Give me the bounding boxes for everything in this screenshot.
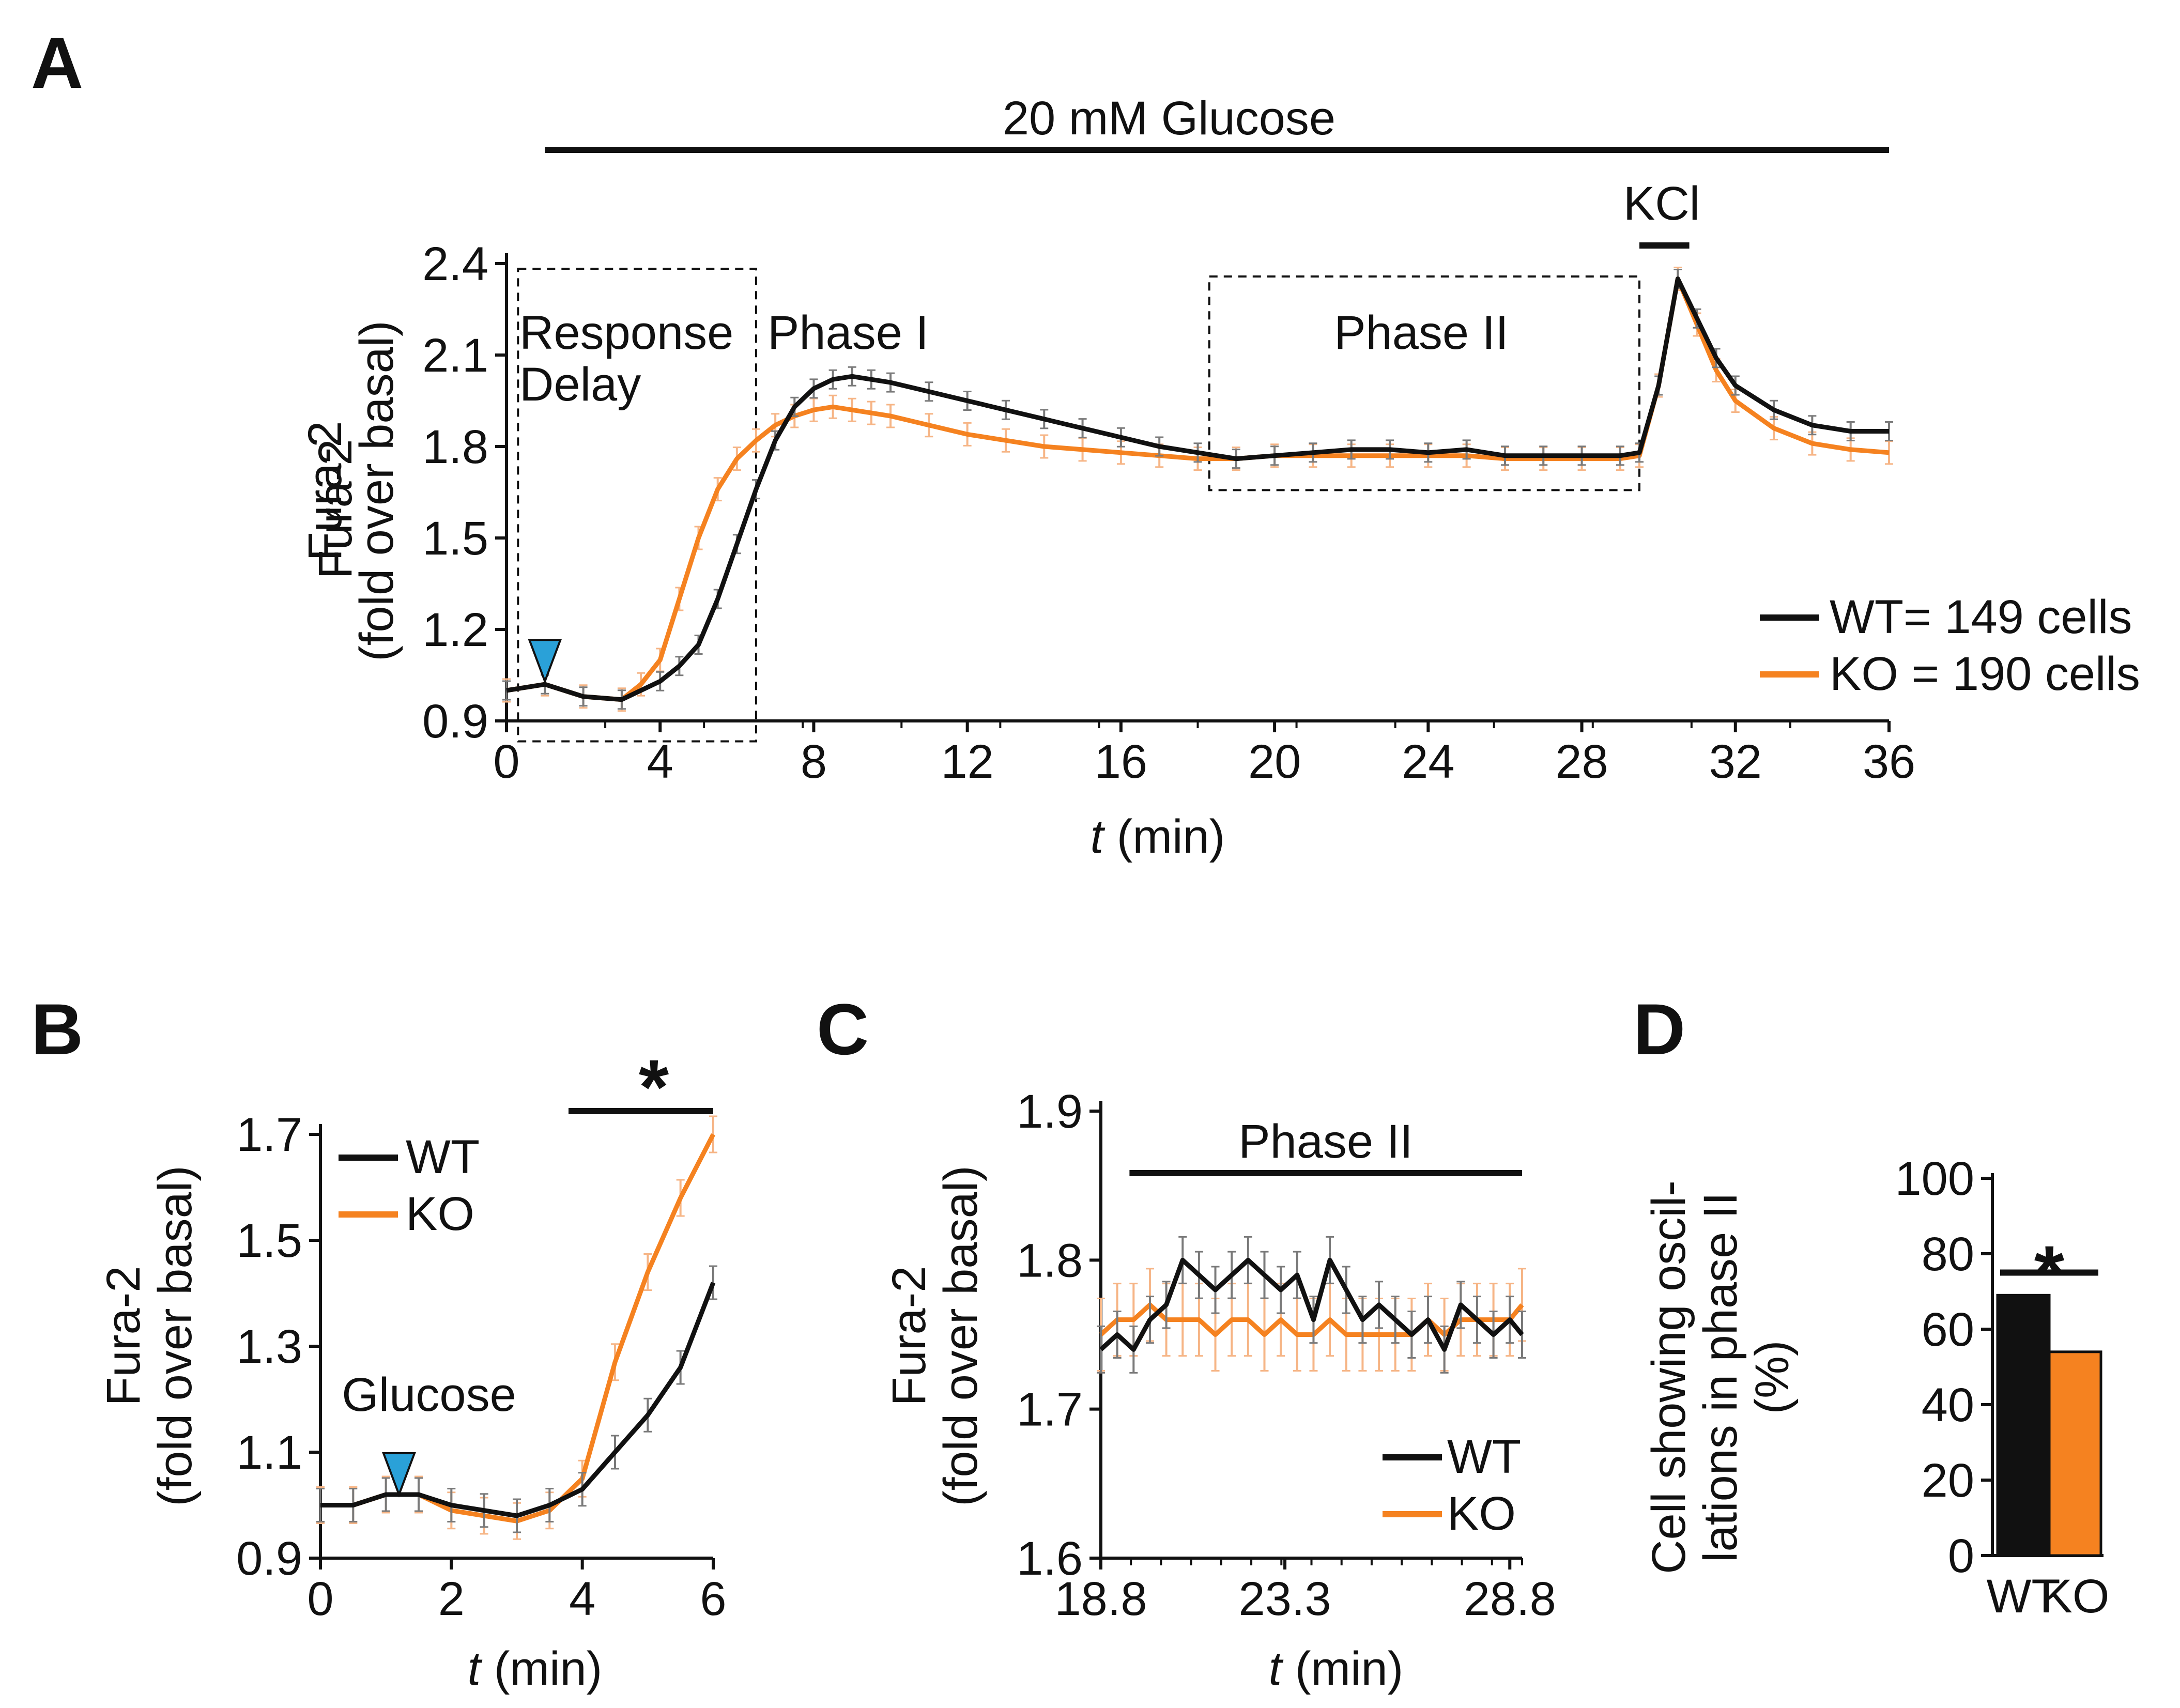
legend-b-wt: WT [406,1131,480,1183]
xlabel-a: t (min) [1091,810,1225,863]
panel-d-ylabel-line3: (%) [1746,1340,1799,1414]
panel-b-ytick-label: 0.9 [236,1532,302,1585]
panel-c-ylabel-line2: (fold over basal) [934,1165,987,1506]
response-label-1: Response [519,306,733,359]
panel-letter-c: C [817,989,869,1070]
sig-star-b: * [639,1043,669,1130]
panel-a-ylabel: Fura-2(fold over basal) [299,320,403,661]
panel-letter-a: A [31,22,83,103]
panel-a-ytick-label: 0.9 [422,695,488,748]
panel-c-xtick-label: 23.3 [1239,1573,1331,1625]
phase-i-label: Phase I [767,306,929,359]
legend-a-ko: KO = 190 cells [1830,648,2140,700]
panel-a-ytick-label: 1.8 [422,421,488,473]
panel-b-stimulus-arrow [382,1452,416,1498]
panel-letter-b: B [31,989,83,1070]
panel-b-ytick-label: 1.1 [236,1426,302,1479]
panel-c-plot: 1.6 1.7 1.8 1.9 18.8 23.3 28.8 Fura-2(fold over… [883,1085,1556,1625]
panel-b-xtick-label: 4 [569,1573,595,1625]
panel-d-ytick-label: 60 [1922,1303,1974,1356]
panel-a-plot: 0.9 1.2 1.5 1.8 2.1 2.4 0 4 8 12 16 20 24 28 32 36 Fura-… [299,147,1915,788]
panel-a-xtick-label: 20 [1248,735,1301,788]
panel-a-xtick-label: 36 [1863,735,1915,788]
xlabel-c-rest: (min) [1282,1642,1403,1695]
panel-b-ytick-label: 1.5 [236,1214,302,1267]
panel-c-ytick-label: 1.8 [1017,1234,1083,1287]
glucose-title: 20 mM Glucose [1003,92,1335,145]
panel-c-ytick-label: 1.6 [1017,1532,1083,1585]
panel-b-plot: 0.9 1.1 1.3 1.5 1.7 0 2 4 6 Fura-2(fold over basa… [97,1108,727,1625]
panel-d-ylabel-line1: Cell showing oscil- [1642,1180,1695,1574]
panel-c-xtick-label: 28.8 [1464,1573,1556,1625]
panel-b-ylabel: Fura-2(fold over basal) [97,1165,202,1506]
panel-b-ytick-label: 1.3 [236,1320,302,1373]
panel-d-category-label: WT [1986,1570,2060,1623]
panel-d-ytick-label: 0 [1948,1530,1974,1582]
legend-a-wt: WT= 149 cells [1830,591,2132,643]
panel-a-xtick-label: 4 [647,735,673,788]
panel-d-bar-wt [1996,1294,2051,1557]
panel-a-xtick-label: 12 [941,735,993,788]
panel-b-ylabel-line2: (fold over basal) [149,1165,202,1506]
ylabel-a-line1: Fura-2 [309,439,362,579]
phase-ii-box [1208,275,1641,491]
panel-b-ytick-label: 1.7 [236,1109,302,1161]
xlabel-b-italic: t [468,1642,483,1695]
panel-a-ytick-label: 1.5 [422,512,488,565]
phase-ii-label-c: Phase II [1238,1115,1413,1168]
panel-d-category-label: KO [2041,1570,2110,1623]
xlabel-c: t (min) [1269,1642,1404,1695]
panel-a-xtick-label: 28 [1555,735,1608,788]
panel-d-ytick-label: 40 [1922,1379,1974,1432]
legend-c-wt: WT [1447,1430,1521,1483]
panel-a-stimulus-arrow [528,639,562,684]
panel-b-ylabel-line1: Fura-2 [97,1266,150,1406]
xlabel-c-italic: t [1269,1642,1284,1695]
panel-a-xtick-label: 24 [1402,735,1454,788]
panel-c-ylabel: Fura-2(fold over basal) [883,1165,987,1506]
response-delay-box [517,268,757,743]
xlabel-b: t (min) [468,1642,603,1695]
panel-c-xtick-label: 18.8 [1054,1573,1147,1625]
panel-d-ylabel-line2: lations in phase II [1694,1192,1747,1562]
kcl-label: KCl [1623,177,1700,230]
panel-a-ylabel-line1: Fura-2 [299,421,351,561]
panel-b-xtick-label: 2 [438,1573,465,1625]
panel-b-xtick-label: 0 [307,1573,333,1625]
xlabel-b-rest: (min) [481,1642,602,1695]
panel-a-xtick-label: 32 [1709,735,1762,788]
xlabel-a-italic: t [1091,810,1106,863]
panel-d-bar-ko [2048,1350,2102,1557]
panel-b-ko-line [320,1133,716,1524]
glucose-label-b: Glucose [342,1368,516,1421]
panel-a-ytick-label: 2.1 [422,329,488,382]
panel-a-ylabel-line2: (fold over basal) [350,320,403,661]
panel-b-xtick-label: 6 [700,1573,726,1625]
panel-c-ylabel-line1: Fura-2 [883,1266,935,1406]
panel-d-ylabel: Cell showing oscil-lations in phase II(%… [1642,1180,1799,1574]
panel-a-ytick-label: 1.2 [422,604,488,656]
phase-ii-label-a: Phase II [1334,306,1509,359]
xlabel-a-rest: (min) [1103,810,1225,863]
response-label-2: Delay [519,358,641,411]
legend-b-ko: KO [406,1188,474,1240]
panel-a-wt-line [506,276,1889,702]
panel-letter-d: D [1633,989,1685,1070]
panel-a-xtick-label: 0 [493,735,519,788]
panel-d-ytick-label: 80 [1922,1228,1974,1281]
panel-c-ytick-label: 1.7 [1017,1383,1083,1436]
legend-c-ko: KO [1447,1487,1516,1540]
panel-c-ytick-label: 1.9 [1017,1085,1083,1138]
panel-a-ytick-label: 2.4 [422,238,488,290]
panel-d-ytick-label: 100 [1895,1152,1975,1205]
panel-a-xtick-label: 16 [1095,735,1147,788]
panel-a-xtick-label: 8 [801,735,827,788]
panel-d-ytick-label: 20 [1922,1454,1974,1507]
